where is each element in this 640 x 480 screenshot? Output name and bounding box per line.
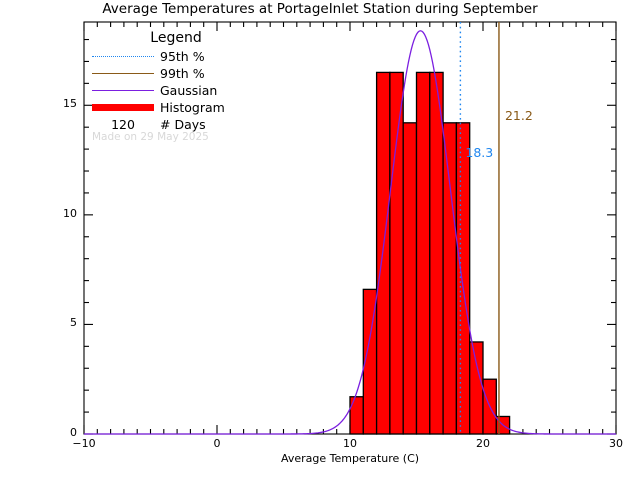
histogram-bar: [402, 122, 418, 435]
watermark: Made on 29 May 2025: [92, 131, 209, 143]
legend-item-gaussian: Gaussian: [92, 82, 307, 99]
y-tick-label: 5: [70, 316, 77, 330]
histogram-bar: [442, 122, 458, 435]
legend-item-99th: 99th %: [92, 65, 307, 82]
legend-item-histogram: Histogram: [92, 99, 307, 116]
dotted-line-icon: [92, 51, 154, 63]
bar-swatch-icon: [92, 102, 154, 114]
x-tick-label: −10: [72, 437, 96, 450]
legend-item-days: 120 # Days: [92, 116, 307, 133]
chart-title: Average Temperatures at PortageInlet Sta…: [102, 1, 538, 17]
x-tick-label: 10: [343, 437, 357, 450]
legend-item-label: Gaussian: [160, 83, 218, 98]
x-tick-label: 30: [609, 437, 623, 450]
gaussian-curve: [84, 30, 616, 435]
histogram-bar: [455, 122, 471, 435]
y-tick-label: 15: [63, 97, 77, 111]
histogram-bar: [415, 71, 431, 435]
histogram-bar: [375, 71, 391, 435]
y-tick-label: 10: [63, 206, 77, 220]
solid-line-icon: [92, 68, 154, 80]
legend-item-label: 99th %: [160, 66, 205, 81]
histogram-bar: [429, 71, 444, 435]
histogram-bar: [349, 396, 364, 435]
histogram-bar: [389, 71, 404, 435]
legend-item-label: Histogram: [160, 100, 225, 115]
x-tick-label: 0: [213, 437, 221, 450]
legend-item-label: 95th %: [160, 49, 205, 64]
histogram-bar: [469, 341, 484, 435]
x-tick-label: 20: [476, 437, 490, 450]
percentile-value-label: 21.2: [504, 108, 533, 123]
legend-item-95th: 95th %: [92, 48, 307, 65]
day-count-value: 120: [111, 117, 135, 132]
curve-line-icon: [92, 85, 154, 97]
legend: Legend 95th % 99th % Gaussian Histogram …: [92, 30, 307, 133]
legend-title: Legend: [150, 30, 202, 46]
percentile-value-label: 18.3: [465, 145, 494, 160]
y-tick-label: 0: [70, 426, 77, 439]
x-axis-label: Average Temperature (C): [280, 452, 420, 465]
day-count-label: # Days: [160, 117, 206, 132]
